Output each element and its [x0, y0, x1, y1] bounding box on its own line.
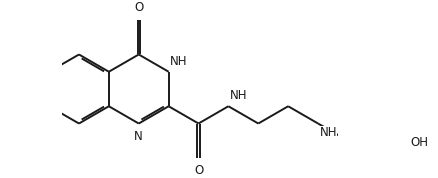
Text: O: O: [194, 164, 203, 177]
Text: NH: NH: [320, 126, 337, 139]
Text: O: O: [134, 1, 143, 14]
Text: N: N: [134, 130, 143, 143]
Text: NH: NH: [230, 89, 247, 102]
Text: NH: NH: [170, 55, 188, 68]
Text: OH: OH: [410, 136, 428, 149]
